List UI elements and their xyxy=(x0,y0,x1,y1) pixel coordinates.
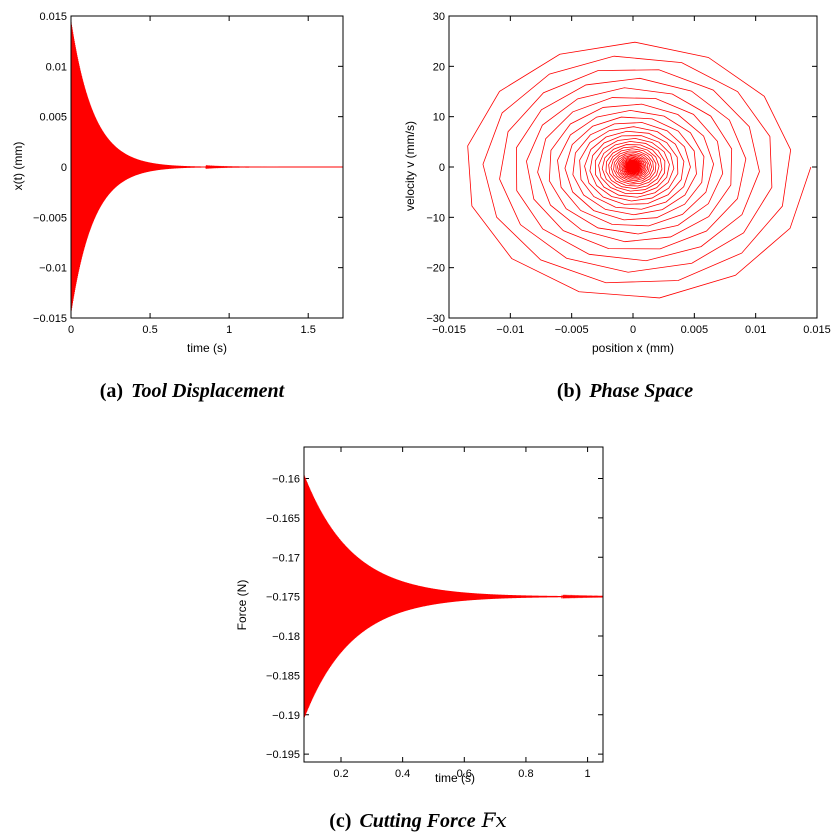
panel-c-ytick-label: −0.195 xyxy=(266,749,300,761)
panel-b-xtick-label: 0.01 xyxy=(745,324,766,336)
panel-c-xtick-label: 0.4 xyxy=(395,768,410,780)
panel-a-xtick-label: 0.5 xyxy=(142,324,157,336)
panel-a-ytick-label: 0.005 xyxy=(39,112,67,124)
panel-c-xtick-label: 1 xyxy=(585,768,591,780)
panel-c-xtick-label: 0.2 xyxy=(333,768,348,780)
panel-c-ytick-label: −0.175 xyxy=(266,592,300,604)
panel-a-ytick-label: 0.015 xyxy=(39,11,67,23)
panel-c-caption-title: Cutting Force xyxy=(359,810,475,832)
panel-b-xtick-label: −0.005 xyxy=(555,324,589,336)
panel-a-plot-area: 0 0.5 1 1.5 −0.015 −0.01 −0.005 0 0.005 0.01 0.015 xyxy=(33,11,344,336)
panel-a-caption-title: Tool Displacement xyxy=(131,380,286,402)
panel-c-ytick-label: −0.18 xyxy=(272,631,300,643)
panel-b-ytick-label: −20 xyxy=(426,263,445,275)
panel-c-xtick-label: 0.8 xyxy=(518,768,533,780)
panel-b-xtick-label: −0.015 xyxy=(432,324,466,336)
panel-a-frame xyxy=(70,15,344,319)
panel-b-ytick-label: −10 xyxy=(426,212,445,224)
panel-a-series-line xyxy=(70,22,343,313)
panel-b-ytick-label: −30 xyxy=(426,313,445,325)
panel-b-ytick-label: 20 xyxy=(433,61,445,73)
panel-c-ytick-label: −0.16 xyxy=(272,474,300,486)
panel-a-caption-prefix: (a) xyxy=(100,380,123,402)
panel-a-ytick-label: 0 xyxy=(61,162,67,174)
panel-a-ytick-label: −0.015 xyxy=(33,313,67,325)
panel-c-xlabel: time (s) xyxy=(435,771,475,785)
panel-b-ytick-label: 10 xyxy=(433,112,445,124)
panel-c-caption: (c) Cutting Force Fx xyxy=(329,808,507,832)
panel-c-caption-prefix: (c) xyxy=(329,810,351,832)
panel-b-caption-prefix: (b) xyxy=(557,380,581,402)
panel-b-caption: (b) Phase Space xyxy=(557,380,693,402)
panel-b: −0.015 −0.01 −0.005 0 0.005 0.01 0.015 −30 −20 −1… xyxy=(403,11,831,402)
panel-a: 0 0.5 1 1.5 −0.015 −0.01 −0.005 0 0.005 0.01 0.015… xyxy=(11,11,344,402)
panel-b-xtick-label: 0.005 xyxy=(681,324,709,336)
panel-a-xtick-label: 1 xyxy=(226,324,232,336)
panel-b-frame xyxy=(448,15,818,319)
panel-a-caption: (a) Tool Displacement xyxy=(100,380,286,402)
panel-c-ytick-label: −0.185 xyxy=(266,670,300,682)
panel-a-ylabel: x(t) (mm) xyxy=(11,142,25,191)
panel-c-ytick-label: −0.19 xyxy=(272,710,300,722)
panel-a-ytick-label: −0.005 xyxy=(33,212,67,224)
panel-b-xtick-label: 0 xyxy=(630,324,636,336)
panel-c: 0.2 0.4 0.6 0.8 1 −0.195 −0.19 −0.185 −0.18 −0.17… xyxy=(235,446,604,832)
panel-c-ytick-label: −0.165 xyxy=(266,513,300,525)
panel-c-caption-math: Fx xyxy=(481,808,507,832)
panel-a-ytick-label: −0.01 xyxy=(39,263,67,275)
panel-a-xtick-label: 1.5 xyxy=(301,324,316,336)
panel-b-caption-title: Phase Space xyxy=(588,380,693,402)
panel-b-xtick-label: 0.015 xyxy=(803,324,831,336)
panel-a-xlabel: time (s) xyxy=(187,341,227,355)
panel-b-ytick-label: 0 xyxy=(439,162,445,174)
panel-b-ylabel: velocity v (mm/s) xyxy=(403,121,417,211)
panel-c-ytick-label: −0.17 xyxy=(272,552,300,564)
panel-c-plot-area: 0.2 0.4 0.6 0.8 1 −0.195 −0.19 −0.185 −0.18 −0.17… xyxy=(266,446,604,780)
panel-b-plot-area: −0.015 −0.01 −0.005 0 0.005 0.01 0.015 −30 −20 −1… xyxy=(426,11,830,336)
panel-c-ylabel: Force (N) xyxy=(235,580,249,631)
panel-a-xtick-label: 0 xyxy=(68,324,74,336)
panel-b-series-line xyxy=(467,41,812,299)
panel-c-frame xyxy=(303,446,604,763)
panel-b-xlabel: position x (mm) xyxy=(592,341,674,355)
panel-c-xtick-label: 0.6 xyxy=(457,768,472,780)
panel-b-xtick-label: −0.01 xyxy=(496,324,524,336)
panel-b-ytick-label: 30 xyxy=(433,11,445,23)
panel-c-series-line xyxy=(303,475,604,719)
panel-a-ytick-label: 0.01 xyxy=(46,61,67,73)
